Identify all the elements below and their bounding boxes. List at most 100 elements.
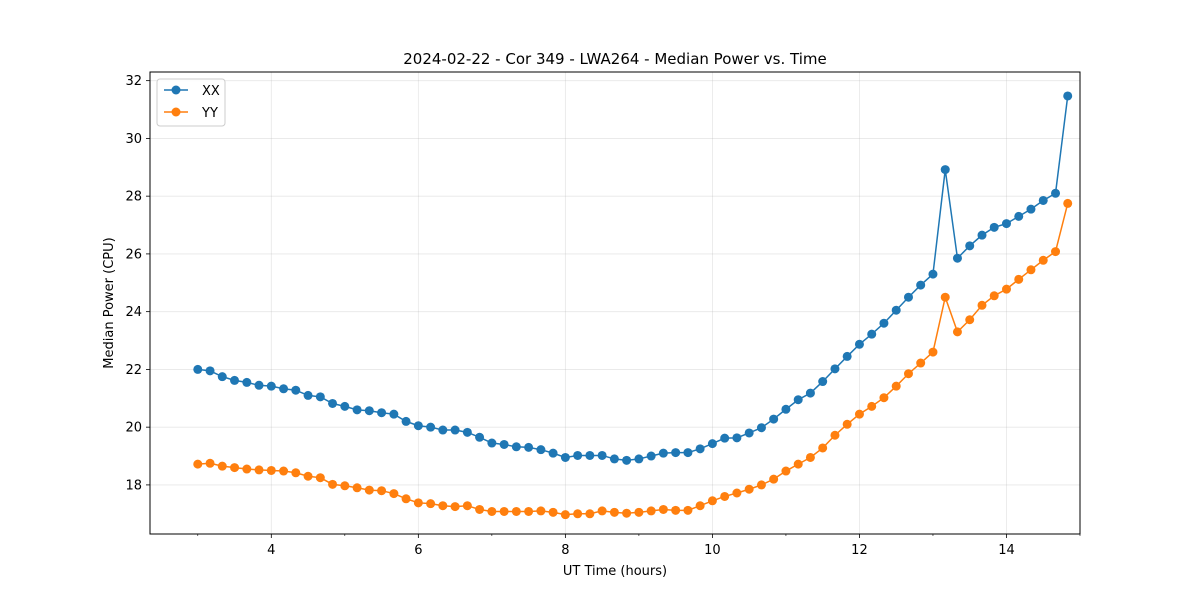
data-point-yy <box>1051 247 1061 257</box>
data-point-xx <box>818 377 828 387</box>
data-point-yy <box>205 458 215 468</box>
data-point-yy <box>217 461 227 471</box>
legend-label-yy: YY <box>201 106 218 121</box>
data-point-yy <box>695 501 705 511</box>
data-point-xx <box>205 366 215 376</box>
x-tick-label: 4 <box>267 543 275 558</box>
data-point-yy <box>867 401 877 411</box>
data-point-yy <box>707 496 717 506</box>
data-point-xx <box>475 432 485 442</box>
y-tick-label: 20 <box>125 421 142 436</box>
data-point-xx <box>413 421 423 431</box>
data-point-xx <box>462 427 472 437</box>
data-point-xx <box>487 438 497 448</box>
legend-marker-yy <box>171 107 181 117</box>
data-point-yy <box>377 486 387 496</box>
data-point-xx <box>328 398 338 408</box>
data-point-yy <box>450 502 460 512</box>
data-point-yy <box>340 481 350 491</box>
data-point-yy <box>879 393 889 403</box>
legend-marker-xx <box>171 85 181 95</box>
data-point-yy <box>254 465 264 475</box>
data-point-yy <box>744 484 754 494</box>
data-point-xx <box>217 372 227 382</box>
data-point-yy <box>805 452 815 462</box>
data-point-yy <box>328 479 338 489</box>
data-point-xx <box>597 450 607 460</box>
data-point-xx <box>426 422 436 432</box>
data-point-yy <box>438 501 448 511</box>
data-point-xx <box>756 423 766 433</box>
data-point-yy <box>511 506 521 516</box>
data-point-yy <box>291 468 301 478</box>
y-tick-label: 18 <box>125 478 142 493</box>
data-point-xx <box>511 442 521 452</box>
data-point-yy <box>646 506 656 516</box>
data-point-xx <box>1063 91 1073 101</box>
data-point-xx <box>340 401 350 411</box>
data-point-xx <box>1051 188 1061 198</box>
data-point-xx <box>781 404 791 414</box>
data-point-xx <box>830 364 840 374</box>
data-point-xx <box>646 451 656 461</box>
data-point-xx <box>254 380 264 390</box>
y-tick-label: 28 <box>125 190 142 205</box>
x-tick-label: 10 <box>704 543 721 558</box>
data-point-yy <box>1038 255 1048 265</box>
data-point-yy <box>634 507 644 517</box>
x-axis-label: UT Time (hours) <box>563 564 667 579</box>
data-point-xx <box>989 222 999 232</box>
data-point-xx <box>732 433 742 443</box>
data-point-xx <box>499 439 509 449</box>
data-point-xx <box>536 445 546 455</box>
data-point-xx <box>266 381 276 391</box>
y-tick-label: 22 <box>125 363 142 378</box>
data-point-xx <box>634 454 644 464</box>
data-point-xx <box>891 305 901 315</box>
data-point-xx <box>377 408 387 418</box>
data-point-yy <box>989 291 999 301</box>
y-tick-label: 26 <box>125 247 142 262</box>
data-point-yy <box>597 506 607 516</box>
data-point-yy <box>818 443 828 453</box>
data-point-yy <box>352 483 362 493</box>
data-point-yy <box>732 488 742 498</box>
data-point-yy <box>315 473 325 483</box>
data-point-yy <box>524 506 534 516</box>
data-point-xx <box>744 428 754 438</box>
data-point-yy <box>548 507 558 517</box>
data-point-xx <box>609 454 619 464</box>
y-tick-label: 30 <box>125 132 142 147</box>
data-point-xx <box>291 385 301 395</box>
data-point-yy <box>903 369 913 379</box>
data-point-xx <box>952 253 962 263</box>
data-point-xx <box>977 230 987 240</box>
grid <box>150 72 1080 534</box>
data-point-xx <box>242 377 252 387</box>
data-point-yy <box>952 327 962 337</box>
data-point-yy <box>242 464 252 474</box>
data-point-yy <box>585 509 595 519</box>
data-point-yy <box>854 409 864 419</box>
series-xx <box>193 91 1073 465</box>
data-point-xx <box>1026 204 1036 214</box>
data-point-xx <box>854 339 864 349</box>
data-point-yy <box>426 499 436 509</box>
data-point-xx <box>805 388 815 398</box>
data-point-xx <box>560 452 570 462</box>
data-point-yy <box>683 505 693 515</box>
data-point-yy <box>928 347 938 357</box>
data-point-xx <box>928 269 938 279</box>
data-point-yy <box>671 505 681 515</box>
data-point-xx <box>879 318 889 328</box>
data-point-xx <box>683 448 693 458</box>
data-point-xx <box>658 448 668 458</box>
series-layer <box>193 91 1073 520</box>
data-point-xx <box>793 395 803 405</box>
data-point-xx <box>965 241 975 251</box>
data-point-yy <box>1001 284 1011 294</box>
data-point-xx <box>548 448 558 458</box>
data-point-yy <box>916 358 926 368</box>
x-tick-label: 12 <box>851 543 868 558</box>
